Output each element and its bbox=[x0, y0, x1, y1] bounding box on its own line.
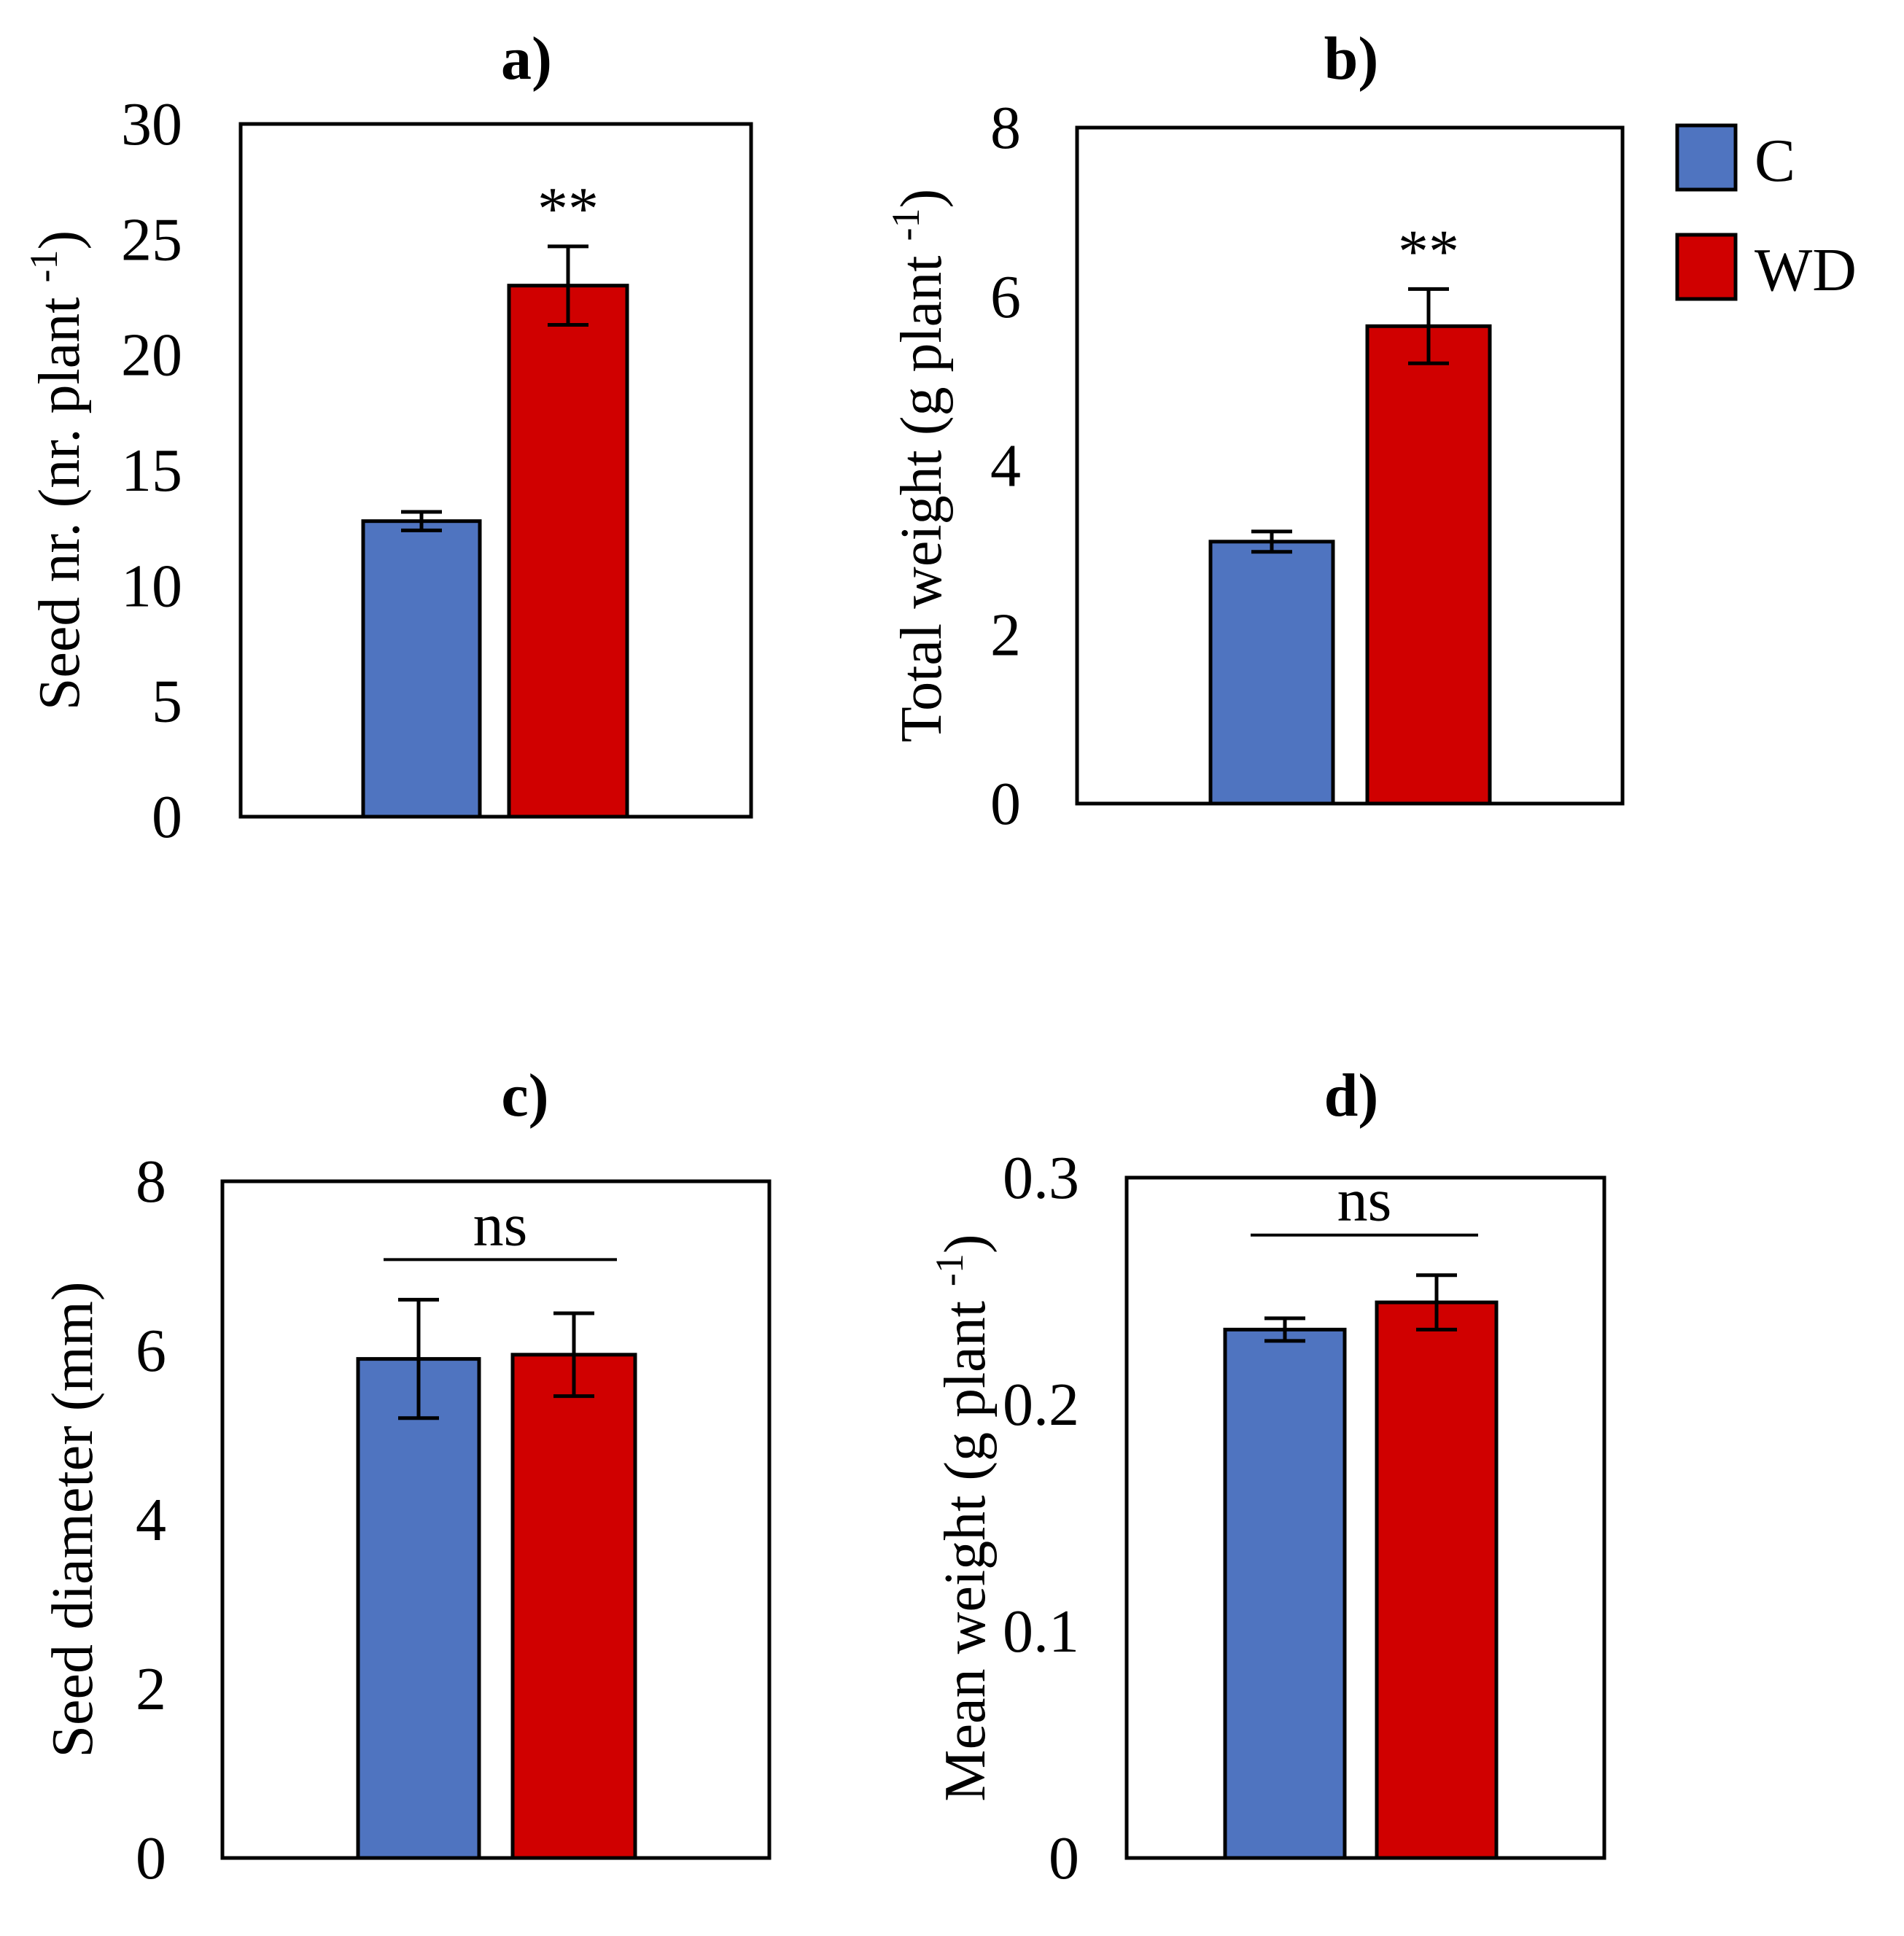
y-tick-label: 25 bbox=[121, 206, 182, 273]
legend: C WD bbox=[1675, 123, 1857, 304]
error-bar-wd bbox=[1416, 1273, 1457, 1332]
y-tick-label: 5 bbox=[152, 668, 182, 736]
significance-marker: ** bbox=[537, 175, 599, 243]
error-bar-c bbox=[1264, 1316, 1305, 1343]
significance-marker: ns bbox=[1337, 1167, 1392, 1235]
error-bar-c bbox=[398, 1297, 439, 1420]
significance-marker: ** bbox=[1398, 217, 1459, 285]
y-tick-label: 6 bbox=[136, 1317, 166, 1385]
legend-swatch-c bbox=[1675, 123, 1738, 192]
y-tick-label: 2 bbox=[990, 601, 1021, 669]
panel-title: b) bbox=[1324, 25, 1379, 93]
panel-title: a) bbox=[501, 25, 552, 93]
error-bar-wd bbox=[553, 1311, 594, 1399]
error-bar-c bbox=[401, 510, 442, 532]
panel-1: a) 0 5 10 15 20 25 30 Seed nr. (nr. plant -1) ** bbox=[22, 25, 753, 851]
y-tick-label: 8 bbox=[136, 1148, 166, 1216]
legend-label-c: C bbox=[1755, 127, 1795, 195]
y-tick-label: 0.3 bbox=[1003, 1144, 1079, 1212]
panel-title: c) bbox=[501, 1062, 548, 1130]
y-tick-label: 4 bbox=[136, 1486, 166, 1554]
plot-frame bbox=[238, 122, 753, 819]
y-tick-label: 6 bbox=[990, 263, 1021, 331]
plot-frame bbox=[1075, 125, 1625, 806]
y-tick-label: 0.1 bbox=[1003, 1598, 1079, 1665]
bar-wd bbox=[1375, 1300, 1499, 1860]
y-tick-label: 0 bbox=[152, 783, 182, 851]
significance-marker: ns bbox=[473, 1191, 528, 1259]
bar-wd bbox=[510, 1353, 637, 1860]
legend-label-wd: WD bbox=[1755, 236, 1857, 304]
y-tick-label: 0 bbox=[990, 770, 1021, 838]
bar-c bbox=[1223, 1327, 1347, 1860]
y-tick-label: 2 bbox=[136, 1655, 166, 1723]
y-tick-label: 8 bbox=[990, 94, 1021, 162]
panel-2: b) 0 2 4 6 8 Total weight (g plant -1) ** bbox=[884, 25, 1625, 838]
plot-frame bbox=[220, 1179, 772, 1860]
bar-wd bbox=[1365, 324, 1492, 806]
y-tick-label: 0.2 bbox=[1003, 1371, 1079, 1439]
panel-3: c) 0 2 4 6 8 Seed diameter (mm) ns bbox=[41, 1062, 772, 1892]
y-axis-label: Seed nr. (nr. plant -1) bbox=[22, 230, 92, 710]
plot-frame bbox=[1124, 1175, 1606, 1860]
y-axis-label: Mean weight (g plant -1) bbox=[928, 1234, 998, 1801]
panel-title: d) bbox=[1324, 1062, 1379, 1130]
y-tick-label: 0 bbox=[1049, 1824, 1079, 1892]
bar-wd bbox=[507, 284, 629, 819]
y-axis-label: Total weight (g plant -1) bbox=[884, 189, 954, 742]
bar-c bbox=[361, 519, 482, 819]
error-bar-wd bbox=[1408, 287, 1449, 365]
y-tick-label: 20 bbox=[121, 322, 182, 389]
y-tick-label: 0 bbox=[136, 1824, 166, 1892]
y-tick-label: 15 bbox=[121, 437, 182, 505]
legend-swatch-wd bbox=[1675, 233, 1738, 301]
error-bar-c bbox=[1251, 529, 1292, 554]
error-bar-wd bbox=[548, 244, 588, 327]
bar-c bbox=[356, 1357, 481, 1860]
y-tick-label: 4 bbox=[990, 432, 1021, 500]
y-tick-label: 30 bbox=[121, 90, 182, 158]
y-tick-label: 10 bbox=[121, 552, 182, 620]
bar-c bbox=[1208, 540, 1335, 806]
y-axis-label: Seed diameter (mm) bbox=[41, 1281, 105, 1757]
